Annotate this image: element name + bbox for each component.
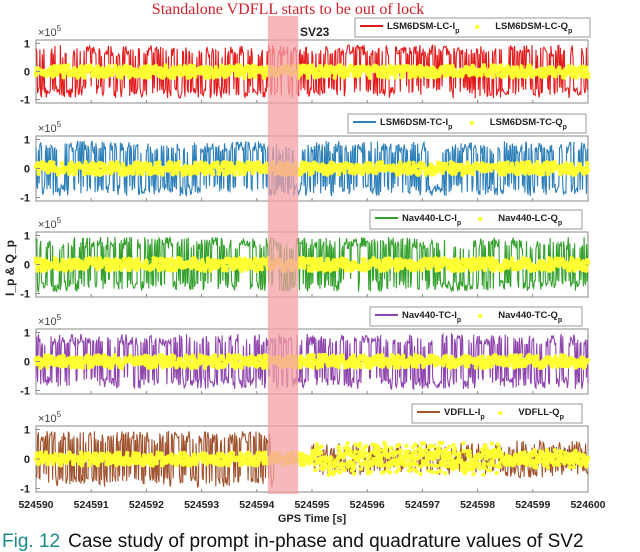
q-point — [584, 265, 589, 270]
q-point — [82, 75, 87, 80]
q-point — [145, 66, 150, 71]
y-tick-label: -1 — [20, 193, 30, 205]
q-point — [47, 160, 53, 165]
legend: LSM6DSM-LC-Ip LSM6DSM-LC-Qp — [354, 17, 591, 38]
q-point — [585, 72, 591, 77]
panel-4: 10-1×105 Nav440-TC-Ip Nav440-TC-Qp — [20, 306, 591, 398]
y-tick-label: 0 — [24, 164, 30, 176]
y-tick-label: -1 — [20, 289, 30, 301]
y-scale-label: ×105 — [38, 24, 62, 39]
q-point — [585, 167, 591, 172]
q-point — [144, 260, 149, 265]
y-tick-label: 0 — [24, 67, 30, 79]
y-tick-label: 0 — [24, 260, 30, 272]
q-point — [224, 265, 229, 270]
q-point — [373, 168, 379, 174]
legend-q-swatch — [469, 120, 474, 126]
q-point — [83, 160, 88, 165]
q-point — [332, 72, 338, 77]
q-point — [210, 169, 216, 174]
legend-q-label: LSM6DSM-LC-Qp — [495, 21, 572, 35]
chart-title: Standalone VDFLL starts to be out of loc… — [152, 1, 424, 18]
series-i-line — [35, 140, 589, 198]
q-point — [207, 72, 212, 77]
q-point — [52, 66, 58, 72]
legend: Nav440-LC-Ip Nav440-LC-Qp — [369, 209, 583, 230]
q-point — [171, 75, 177, 80]
q-point — [584, 67, 589, 72]
legend-q-swatch — [478, 216, 483, 222]
legend: LSM6DSM-TC-Ip LSM6DSM-TC-Qp — [347, 113, 587, 134]
q-point — [36, 168, 41, 174]
q-point — [70, 164, 76, 170]
panel-1: 1 0 -1 ×105 LSM6DSM-LC-Ip LSM6DSM-LC-Qp — [20, 17, 591, 107]
y-tick-label: -1 — [20, 95, 30, 107]
q-point — [499, 63, 504, 68]
legend-i-label: LSM6DSM-LC-Ip — [387, 21, 459, 35]
y-tick-label: 1 — [24, 38, 30, 50]
legend-box — [354, 17, 591, 38]
q-point — [116, 357, 122, 363]
y-tick-label: 1 — [24, 230, 30, 242]
q-point — [585, 163, 590, 168]
q-point — [237, 356, 242, 361]
q-point — [210, 361, 215, 367]
series-i-line — [35, 43, 589, 100]
q-point — [491, 72, 496, 77]
q-point — [502, 169, 508, 174]
series-q-points — [33, 63, 591, 80]
q-point — [55, 70, 60, 76]
y-scale-label: ×105 — [38, 216, 62, 231]
q-point — [586, 260, 591, 266]
q-point — [234, 66, 240, 71]
y-tick-label: 1 — [24, 134, 30, 146]
y-scale-label: ×105 — [38, 120, 62, 135]
q-point — [82, 72, 87, 77]
panel-2: 1 0 -1 ×105 LSM6DSM-TC-Ip LSM6DSM-TC-Qp — [20, 113, 591, 205]
legend-q-swatch — [475, 24, 480, 30]
panel-3: 1 0 -1 ×105 Nav440-LC-Ip Nav440-LC-Qp — [20, 209, 591, 301]
q-point — [44, 362, 50, 367]
q-point — [367, 72, 372, 77]
